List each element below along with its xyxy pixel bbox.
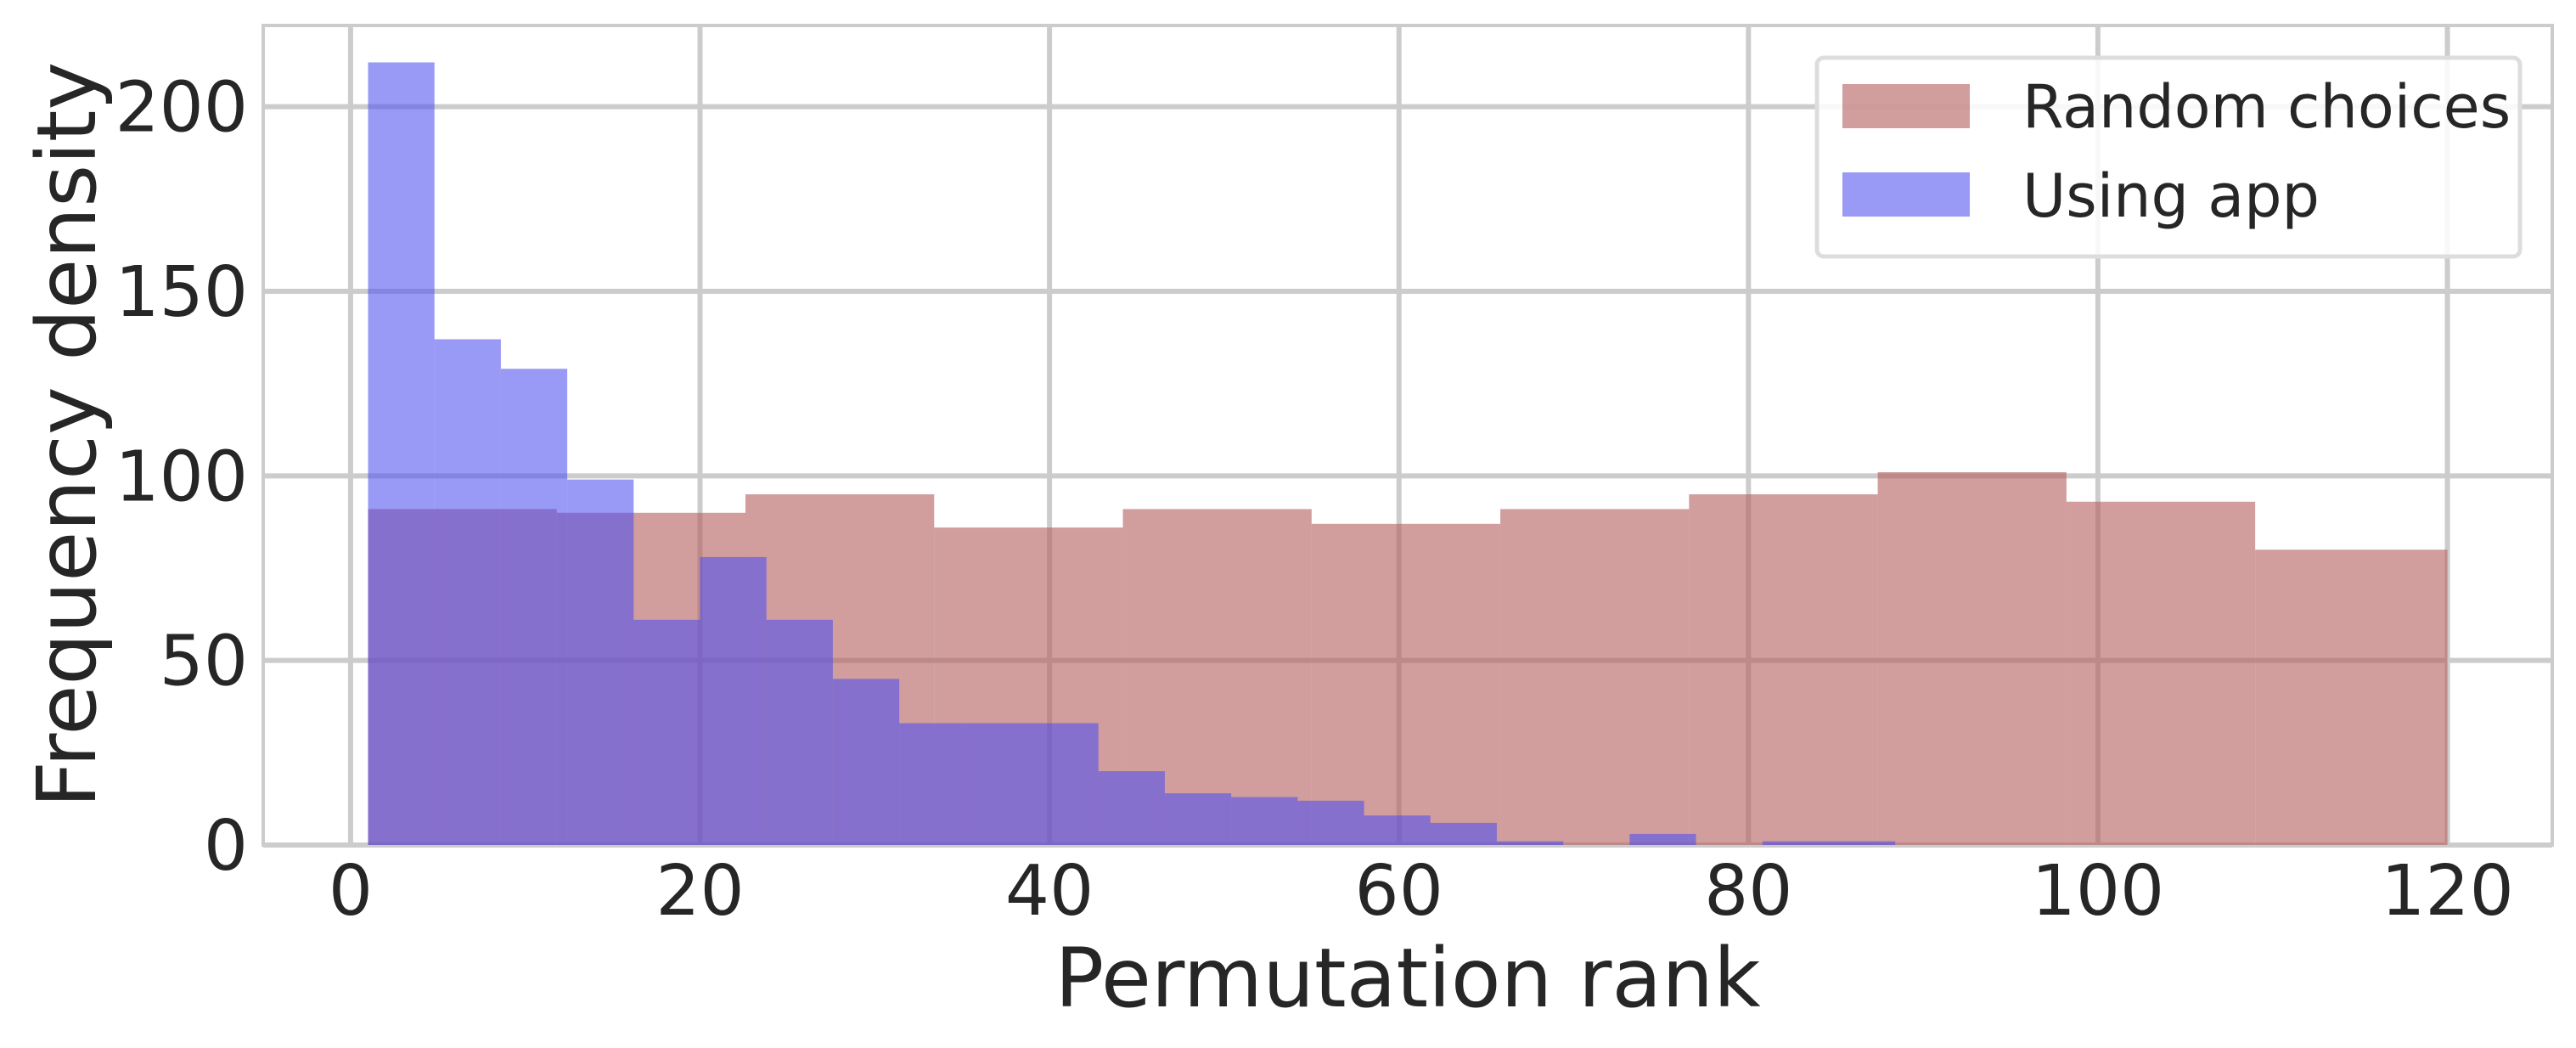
y-tick-label: 200 bbox=[115, 68, 248, 149]
bar-random-choices bbox=[1500, 509, 1690, 845]
x-tick-label: 120 bbox=[2381, 851, 2514, 932]
bar-using-app bbox=[567, 479, 634, 845]
bar-using-app bbox=[500, 369, 568, 846]
bar-random-choices bbox=[1311, 523, 1501, 845]
x-tick-label: 60 bbox=[1355, 851, 1443, 932]
bar-random-choices bbox=[2255, 549, 2448, 845]
x-axis-label: Permutation rank bbox=[1055, 931, 1761, 1026]
y-tick-label: 100 bbox=[115, 437, 248, 517]
legend-box bbox=[1814, 55, 2523, 259]
x-tick-labels: 0 20 40 60 80 100 120 bbox=[329, 851, 2514, 932]
bar-using-app bbox=[899, 723, 966, 845]
bar-using-app bbox=[434, 339, 501, 845]
bar-using-app bbox=[1231, 797, 1298, 845]
legend: Random choices Using app bbox=[1814, 55, 2523, 259]
legend-label-random-choices: Random choices bbox=[2022, 72, 2511, 142]
bar-using-app bbox=[700, 556, 767, 845]
bar-random-choices bbox=[1877, 471, 2067, 845]
bar-using-app bbox=[1164, 793, 1232, 845]
bar-using-app bbox=[1032, 723, 1099, 845]
legend-label-using-app: Using app bbox=[2022, 161, 2320, 231]
bar-using-app bbox=[965, 723, 1032, 845]
series-1 bbox=[368, 62, 1896, 846]
bar-random-choices bbox=[1689, 494, 1878, 845]
bar-random-choices bbox=[2066, 501, 2256, 845]
bar-using-app bbox=[766, 619, 833, 845]
x-tick-label: 40 bbox=[1005, 851, 1094, 932]
y-axis-label: Frequency density bbox=[20, 62, 115, 808]
y-tick-label: 0 bbox=[204, 806, 248, 887]
x-tick-label: 20 bbox=[655, 851, 744, 932]
bar-using-app bbox=[1629, 833, 1696, 845]
bar-using-app bbox=[832, 679, 900, 845]
bar-using-app bbox=[368, 62, 435, 846]
bar-using-app bbox=[1762, 841, 1829, 845]
y-tick-label: 50 bbox=[160, 622, 248, 702]
y-tick-label: 150 bbox=[115, 252, 248, 333]
x-tick-label: 100 bbox=[2032, 851, 2165, 932]
bar-using-app bbox=[1364, 815, 1431, 845]
legend-swatch-random-choices bbox=[1842, 84, 1970, 128]
bar-using-app bbox=[1430, 822, 1497, 845]
x-tick-label: 0 bbox=[329, 851, 373, 932]
bar-using-app bbox=[1496, 841, 1564, 845]
bar-using-app bbox=[1828, 841, 1896, 845]
legend-swatch-using-app bbox=[1842, 172, 1970, 217]
y-tick-labels: 0 50 100 150 200 bbox=[115, 68, 248, 887]
bar-using-app bbox=[1297, 800, 1364, 845]
bar-using-app bbox=[633, 619, 700, 845]
x-tick-label: 80 bbox=[1704, 851, 1792, 932]
bar-using-app bbox=[1098, 771, 1165, 845]
histogram-bars bbox=[368, 62, 2448, 846]
